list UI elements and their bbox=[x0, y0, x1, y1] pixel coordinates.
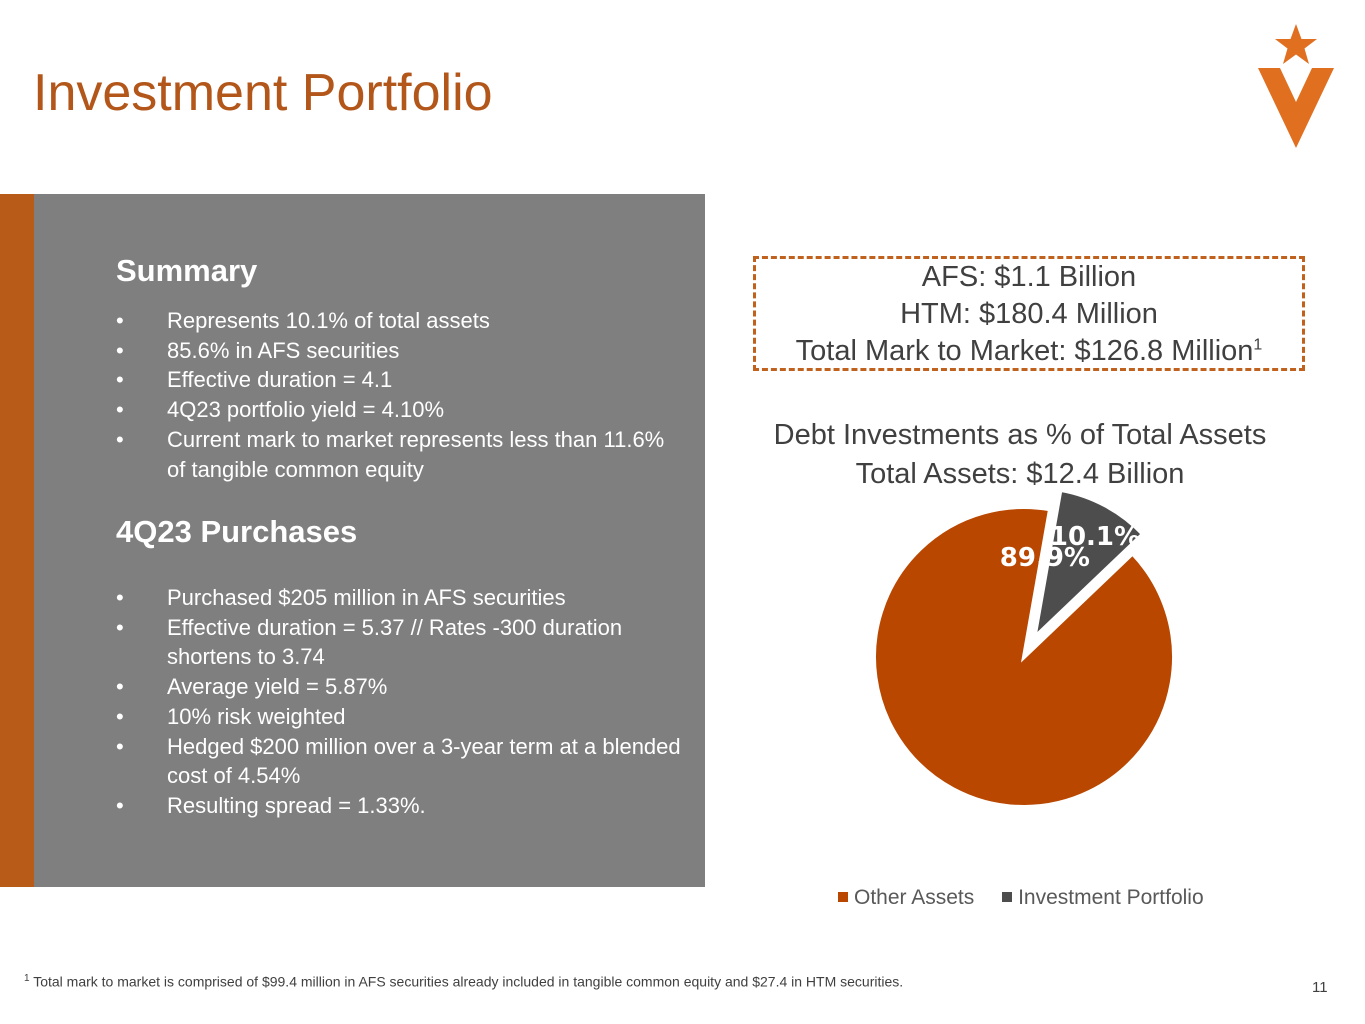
purchases-bullet: 10% risk weighted bbox=[116, 702, 686, 732]
pie-data-label: 10.1% bbox=[1050, 522, 1140, 552]
summary-bullet: Current mark to market represents less t… bbox=[116, 425, 686, 484]
legend-item-other-assets: Other Assets bbox=[838, 886, 974, 910]
summary-bullet: 85.6% in AFS securities bbox=[116, 336, 686, 366]
chart-title-block: Debt Investments as % of Total Assets To… bbox=[740, 416, 1300, 494]
legend-label: Investment Portfolio bbox=[1018, 886, 1204, 909]
summary-bullet: 4Q23 portfolio yield = 4.10% bbox=[116, 395, 686, 425]
mark-to-market-total: Total Mark to Market: $126.8 Million1 bbox=[756, 333, 1302, 370]
footnote: 1 Total mark to market is comprised of $… bbox=[24, 973, 903, 990]
purchases-bullet: Effective duration = 5.37 // Rates -300 … bbox=[116, 613, 686, 672]
purchases-bullet: Average yield = 5.87% bbox=[116, 672, 686, 702]
purchases-list: Purchased $205 million in AFS securities… bbox=[116, 583, 686, 821]
afs-total: AFS: $1.1 Billion bbox=[921, 261, 1137, 293]
star-v-logo-icon bbox=[1258, 24, 1334, 148]
legend-item-investment-portfolio: Investment Portfolio bbox=[1002, 886, 1204, 910]
summary-list: Represents 10.1% of total assets 85.6% i… bbox=[116, 306, 686, 484]
pie-data-label: 89.9% bbox=[1000, 543, 1090, 573]
chart-legend: Other Assets Investment Portfolio bbox=[838, 886, 1226, 910]
summary-bullet: Effective duration = 4.1 bbox=[116, 365, 686, 395]
purchases-heading: 4Q23 Purchases bbox=[116, 514, 358, 549]
mark-to-market-text: Total Mark to Market: $126.8 Million bbox=[795, 335, 1254, 367]
chart-subtitle: Total Assets: $12.4 Billion bbox=[855, 458, 1185, 490]
pie-chart: 10.1%89.9% bbox=[872, 487, 1176, 809]
legend-label: Other Assets bbox=[854, 886, 975, 909]
chart-title: Debt Investments as % of Total Assets bbox=[773, 419, 1267, 451]
footnote-marker: 1 bbox=[1253, 336, 1263, 354]
summary-heading: Summary bbox=[116, 253, 258, 288]
accent-bar bbox=[0, 194, 34, 887]
purchases-bullet: Resulting spread = 1.33%. bbox=[116, 791, 686, 821]
legend-swatch-other-assets bbox=[838, 892, 848, 902]
purchases-bullet: Purchased $205 million in AFS securities bbox=[116, 583, 686, 613]
footnote-text: Total mark to market is comprised of $99… bbox=[33, 973, 904, 990]
portfolio-callout-box: AFS: $1.1 Billion HTM: $180.4 Million To… bbox=[753, 256, 1305, 371]
footnote-marker: 1 bbox=[24, 973, 30, 984]
legend-swatch-investment-portfolio bbox=[1002, 892, 1013, 902]
page-number: 11 bbox=[1312, 979, 1328, 996]
logo-v bbox=[1258, 68, 1334, 148]
page-title: Investment Portfolio bbox=[33, 64, 493, 122]
purchases-bullet: Hedged $200 million over a 3-year term a… bbox=[116, 732, 686, 791]
pie-slice-investment-portfolio bbox=[1031, 487, 1146, 644]
htm-total: HTM: $180.4 Million bbox=[900, 298, 1158, 330]
summary-bullet: Represents 10.1% of total assets bbox=[116, 306, 686, 336]
logo-star bbox=[1275, 24, 1317, 64]
pie-slice-other-assets bbox=[872, 505, 1176, 809]
